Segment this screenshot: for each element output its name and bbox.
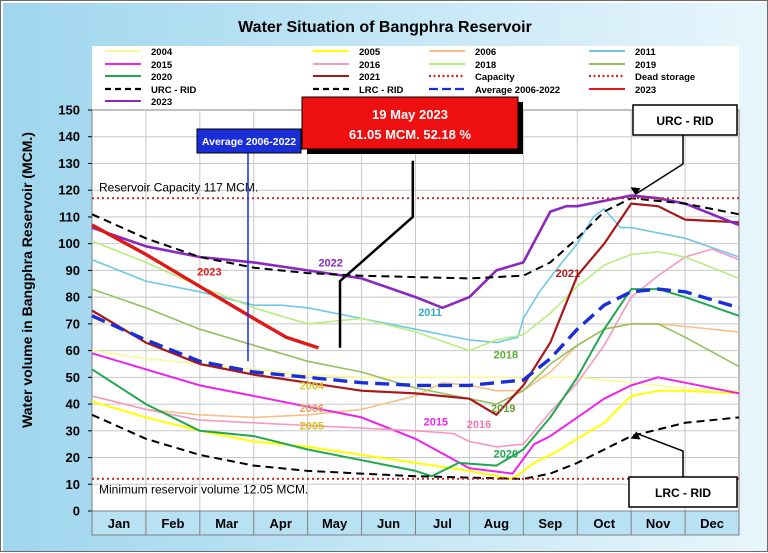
legend-label-average-2006-2022-14: Average 2006-2022	[475, 85, 560, 96]
y-tick-label-40: 40	[66, 397, 80, 412]
legend-label-lrc-rid-13: LRC - RID	[359, 85, 403, 96]
series-line-s2011	[91, 208, 740, 344]
series-line-s2023	[91, 223, 320, 350]
series-label-2005-7: 2005	[300, 420, 324, 432]
x-tick-label-apr: Apr	[270, 516, 292, 531]
series-label-2022-1: 2022	[318, 257, 342, 269]
x-tick-label-nov: Nov	[646, 516, 671, 531]
y-tick-label-140: 140	[58, 129, 80, 144]
legend-label-2021-9: 2021	[359, 72, 381, 83]
y-tick-label-10: 10	[66, 477, 80, 492]
legend-label-2006-2: 2006	[475, 47, 496, 58]
current-date-text: 19 May 2023	[372, 107, 448, 122]
current-callout-box	[301, 96, 519, 150]
x-tick-label-jul: Jul	[433, 516, 452, 531]
legend-label-2011-3: 2011	[635, 47, 656, 58]
y-tick-label-70: 70	[66, 316, 80, 331]
legend-label-2023-15: 2023	[635, 85, 656, 96]
legend-label-2018-6: 2018	[475, 60, 496, 71]
y-tick-label-20: 20	[66, 450, 80, 465]
x-tick-label-jan: Jan	[108, 516, 130, 531]
y-tick-label-90: 90	[66, 263, 80, 278]
series-label-2019-10: 2019	[491, 403, 515, 415]
y-tick-label-50: 50	[66, 370, 80, 385]
series-label-2011-2: 2011	[418, 307, 442, 319]
series-line-lrc	[91, 413, 740, 480]
series-line-s2021	[91, 202, 740, 416]
x-tick-label-dec: Dec	[700, 516, 724, 531]
x-tick-label-may: May	[322, 516, 348, 531]
y-tick-label-100: 100	[58, 236, 80, 251]
series-line-s2018	[91, 240, 740, 352]
series-label-2004-5: 2004	[300, 380, 325, 392]
urc-callout-arrow	[630, 187, 641, 196]
series-line-urc	[91, 197, 740, 280]
y-tick-label-130: 130	[58, 156, 80, 171]
lrc-callout-box	[628, 476, 738, 508]
legend-label-urc-rid-12: URC - RID	[151, 85, 197, 96]
capacity-annotation: Reservoir Capacity 117 MCM.	[99, 181, 258, 195]
series-layer	[91, 194, 740, 480]
series-label-2006-6: 2006	[300, 403, 324, 415]
y-tick-label-110: 110	[59, 209, 80, 224]
series-label-2018-4: 2018	[494, 350, 518, 362]
x-tick-label-jun: Jun	[377, 516, 400, 531]
legend-label-2023-16: 2023	[151, 97, 172, 108]
lrc-callout-text: LRC - RID	[655, 486, 711, 500]
y-tick-label-30: 30	[66, 423, 80, 438]
lrc-callout-leader	[636, 432, 684, 477]
legend-label-capacity-10: Capacity	[475, 72, 515, 83]
series-line-avg	[91, 287, 740, 388]
y-tick-label-80: 80	[66, 290, 80, 305]
annotation-layer: 2023 2022 2011 2021 2018 2004 2006 2005 2015 2016…	[99, 96, 738, 508]
series-label-2020-11: 2020	[494, 449, 518, 461]
minimum-annotation: Minimum reservoir volume 12.05 MCM.	[99, 483, 308, 497]
chart-title: Water Situation of Bangphra Reservoir	[238, 19, 532, 36]
urc-callout-leader	[635, 135, 684, 195]
series-label-2015-8: 2015	[424, 416, 448, 428]
average-callout-box	[196, 128, 302, 154]
series-line-s2020	[91, 288, 740, 478]
legend-label-2020-8: 2020	[151, 72, 172, 83]
average-callout-text: Average 2006-2022	[202, 136, 296, 148]
series-label-2021-3: 2021	[556, 268, 580, 280]
y-tick-label-0: 0	[73, 504, 80, 519]
series-line-s2022	[91, 194, 740, 310]
y-tick-label-120: 120	[58, 183, 80, 198]
x-tick-label-oct: Oct	[593, 516, 615, 531]
x-tick-label-feb: Feb	[161, 516, 184, 531]
x-tick-label-sep: Sep	[538, 516, 562, 531]
series-label-2023-0: 2023	[197, 267, 221, 279]
y-axis-label: Water volume in Bangphra Reservoir (MCM.…	[19, 132, 35, 428]
series-line-s2016	[91, 248, 740, 448]
y-tick-label-150: 150	[58, 103, 80, 118]
lrc-callout-arrow	[630, 431, 641, 440]
axes: 0 10 20 30 40 50 60 70 80 90 100 110 120 130 140 150 Jan…	[58, 103, 740, 536]
legend: 2004 2005 2006 2011 2015 2016 2018 2019 2020 2021…	[105, 47, 695, 108]
series-label-2016-9: 2016	[467, 419, 491, 431]
x-tick-label-aug: Aug	[484, 516, 509, 531]
legend-label-2015-4: 2015	[151, 60, 173, 71]
series-line-s2019	[91, 288, 740, 405]
y-tick-label-60: 60	[66, 343, 80, 358]
legend-label-2005-1: 2005	[359, 47, 381, 58]
legend-label-2004-0: 2004	[151, 47, 173, 58]
urc-callout-box	[632, 104, 738, 136]
legend-label-dead-storage-11: Dead storage	[635, 72, 695, 83]
legend-label-2019-7: 2019	[635, 60, 656, 71]
x-tick-label-mar: Mar	[215, 516, 238, 531]
current-value-text: 61.05 MCM. 52.18 %	[349, 127, 472, 142]
series-line-s2015	[91, 352, 740, 475]
current-callout-leader	[338, 160, 415, 348]
urc-callout-text: URC - RID	[656, 114, 714, 128]
legend-label-2016-5: 2016	[359, 60, 380, 71]
